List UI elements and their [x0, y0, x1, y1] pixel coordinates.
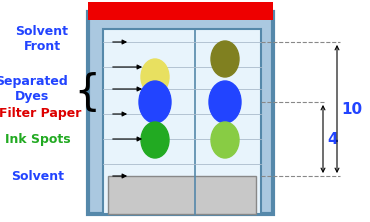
Ellipse shape	[141, 122, 169, 158]
Text: 4: 4	[327, 131, 338, 147]
Bar	[103, 29, 261, 214]
Text: Filter Paper: Filter Paper	[0, 107, 81, 121]
Ellipse shape	[209, 81, 241, 123]
Bar	[88, 12, 273, 214]
Ellipse shape	[141, 59, 169, 95]
Bar	[88, 2, 273, 20]
Ellipse shape	[139, 81, 171, 123]
Bar	[108, 176, 256, 214]
Text: 10: 10	[341, 101, 362, 117]
Text: Ink Spots: Ink Spots	[5, 133, 71, 145]
Ellipse shape	[211, 122, 239, 158]
Text: Solvent
Front: Solvent Front	[16, 25, 68, 53]
Text: Solvent: Solvent	[11, 170, 64, 182]
Ellipse shape	[211, 41, 239, 77]
Text: Separated
Dyes: Separated Dyes	[0, 75, 68, 103]
Text: }: }	[65, 68, 91, 110]
